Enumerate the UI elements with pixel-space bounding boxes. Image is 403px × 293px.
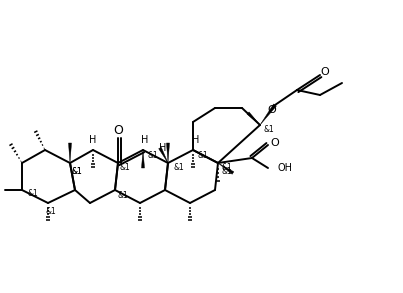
Text: &1: &1 <box>120 163 131 173</box>
Polygon shape <box>247 112 260 125</box>
Text: O: O <box>321 67 329 77</box>
Polygon shape <box>69 143 71 163</box>
Text: O: O <box>268 105 276 115</box>
Text: &1: &1 <box>221 163 232 173</box>
Text: &1: &1 <box>221 166 232 176</box>
Text: &1: &1 <box>148 151 159 159</box>
Text: &1: &1 <box>198 151 209 159</box>
Text: OH: OH <box>278 163 293 173</box>
Text: &1: &1 <box>72 166 83 176</box>
Text: O: O <box>113 124 123 137</box>
Text: H: H <box>192 135 200 145</box>
Polygon shape <box>260 104 276 125</box>
Text: &1: &1 <box>117 190 128 200</box>
Text: H: H <box>89 135 97 145</box>
Text: O: O <box>271 138 279 148</box>
Polygon shape <box>218 163 234 174</box>
Polygon shape <box>159 147 168 163</box>
Text: &1: &1 <box>173 163 184 173</box>
Polygon shape <box>141 150 145 168</box>
Text: &1: &1 <box>72 166 83 176</box>
Text: H: H <box>141 135 149 145</box>
Text: &1: &1 <box>263 125 274 134</box>
Polygon shape <box>166 143 170 163</box>
Text: &1: &1 <box>46 207 57 215</box>
Text: &1: &1 <box>27 188 38 197</box>
Text: H: H <box>159 143 167 153</box>
